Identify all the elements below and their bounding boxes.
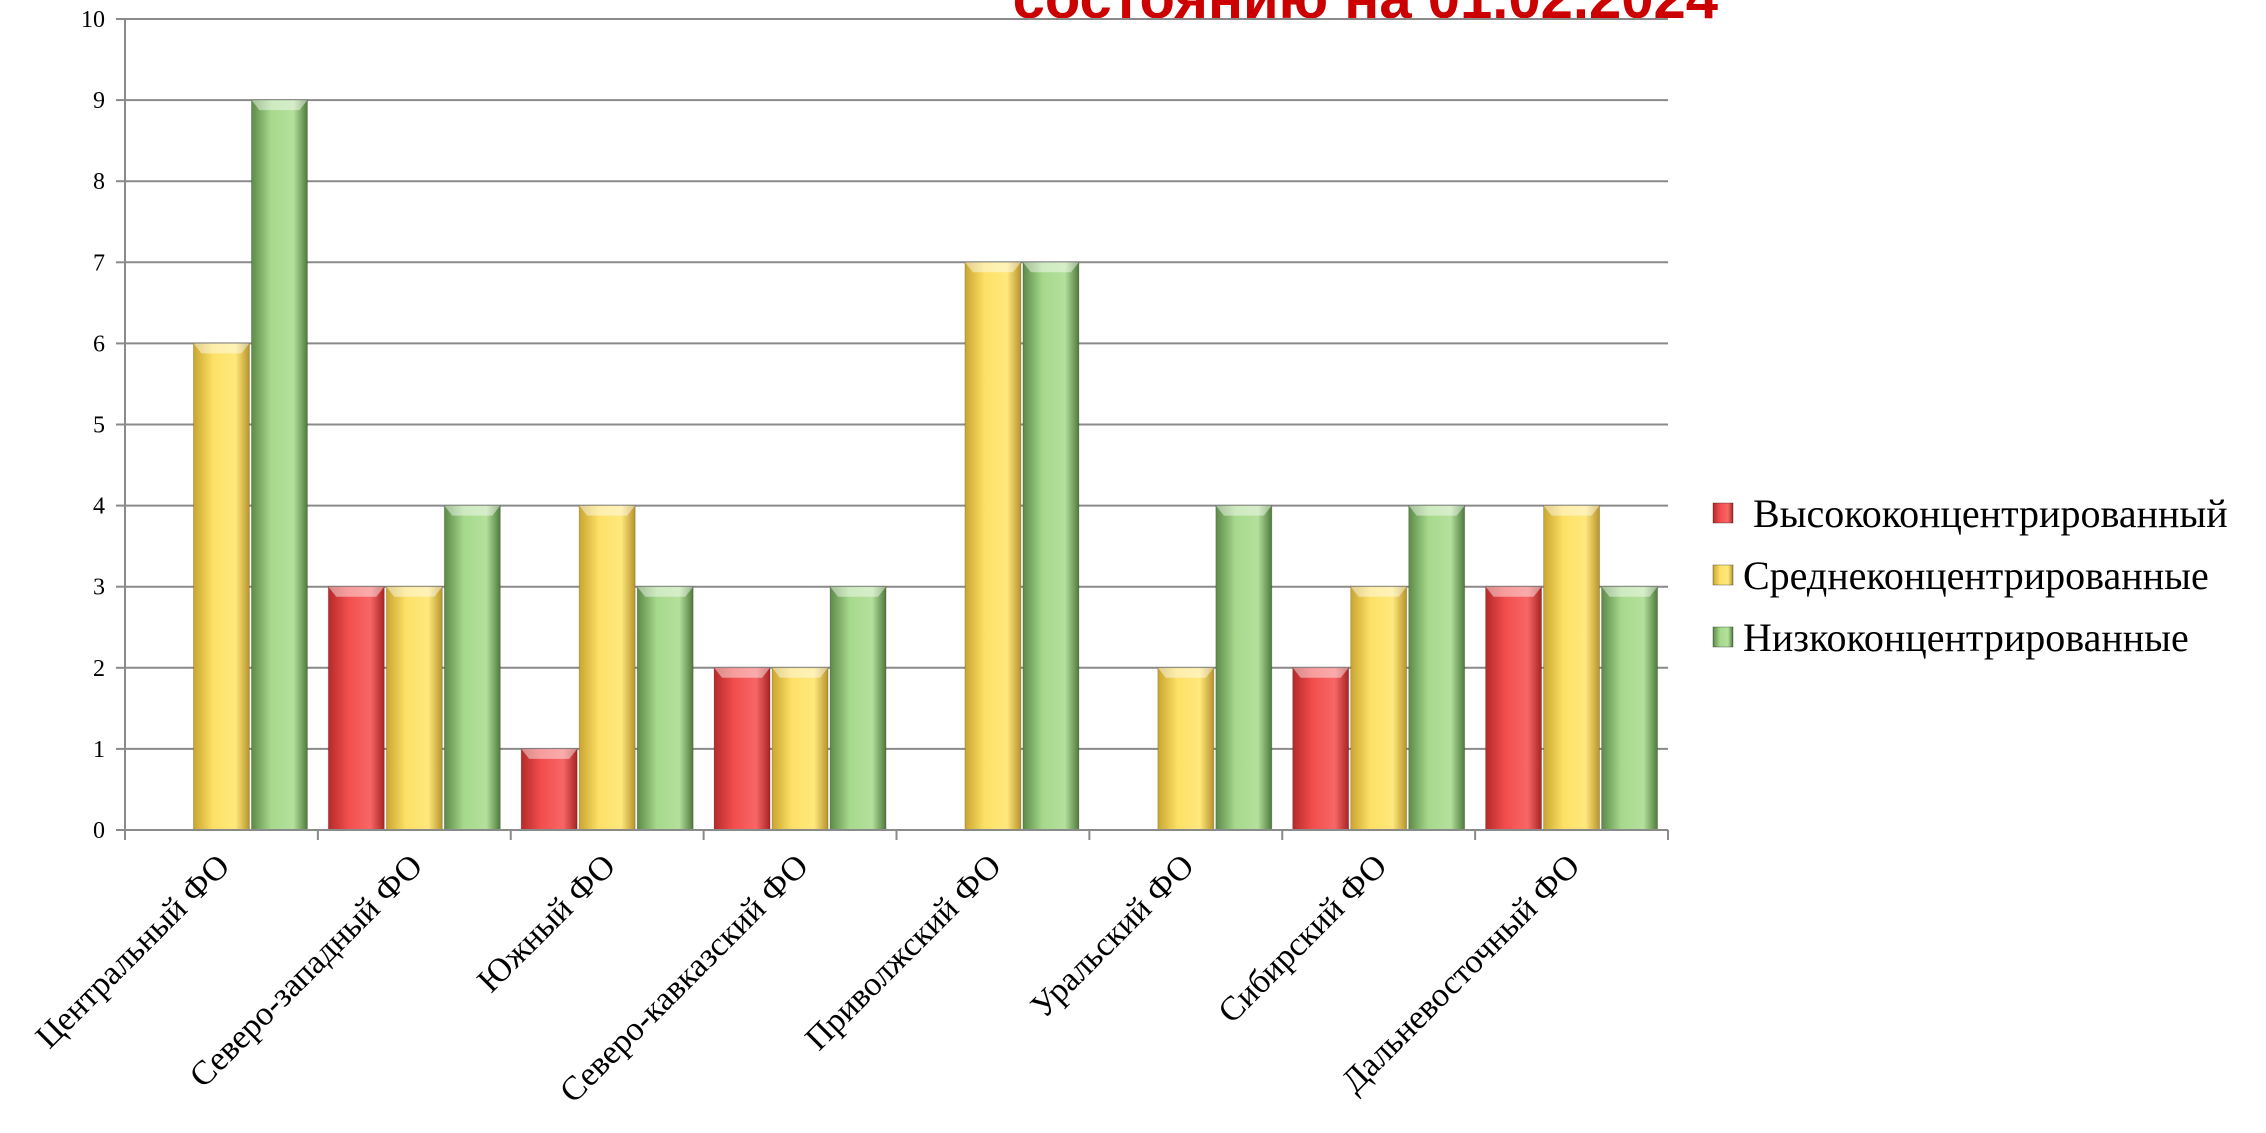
y-tick-label: 7 [93,250,105,276]
x-tick-label: Приволжский ФО [798,847,1008,1057]
bar [1022,261,1080,831]
y-tick-label: 10 [81,7,105,33]
bar-bevel [964,262,1021,273]
bar [578,505,636,831]
bar-body [250,99,308,831]
bar-body [1157,667,1215,831]
y-tick-label: 3 [93,575,105,601]
legend-item: Высококонцентрированный [1712,491,2228,536]
bar-bevel [637,586,694,597]
bar [1215,505,1273,831]
x-tick-label: Сибирский ФО [1211,847,1394,1030]
bar-bevel [444,505,501,516]
bar [385,586,443,831]
bar [1350,586,1408,831]
bar-body [829,586,887,831]
bar-body [713,667,771,831]
y-tick-label: 1 [93,737,105,763]
bar-bevel [1601,586,1658,597]
bar-body [1485,586,1543,831]
bars [192,99,1659,831]
bar-bevel [251,100,308,111]
y-tick-label: 8 [93,169,105,195]
bar-bevel [1543,505,1600,516]
legend-item: Среднеконцентрированные [1712,553,2209,598]
x-tick-label: Южный ФО [471,847,623,999]
bar [1408,505,1466,831]
y-tick-label: 9 [93,88,105,114]
axes [116,18,1669,840]
bar [1157,667,1215,831]
legend-swatch [1712,564,1734,586]
bar-bevel [1408,505,1465,516]
bar-body [385,586,443,831]
legend-item: Низкоконцентрированные [1712,615,2189,660]
y-tick-label: 2 [93,656,105,682]
bar [829,586,887,831]
legend-label: Низкоконцентрированные [1743,615,2189,660]
bar [964,261,1022,831]
bar-bevel [1292,667,1349,678]
y-tick-labels: 0 1 2 3 4 5 6 7 8 9 10 [81,7,105,844]
bar-bevel [328,586,385,597]
bar [1292,667,1350,831]
bar-body [327,586,385,831]
bar-bevel [521,748,578,759]
chart-title: состоянию на 01.02.2024 [1013,0,1718,31]
bar-body [443,505,501,831]
bar-bevel [1022,262,1079,273]
bar-body [1408,505,1466,831]
legend-label: Среднеконцентрированные [1743,553,2209,598]
bar [250,99,308,831]
bar-bevel [193,343,250,354]
legend-label: Высококонцентрированный [1753,491,2228,536]
bar-bevel [1157,667,1214,678]
bar-bevel [772,667,829,678]
bar-body [771,667,829,831]
bar-bevel [579,505,636,516]
bar [636,586,694,831]
legend-swatch [1712,502,1734,524]
bar-bevel [830,586,887,597]
bar-body [1292,667,1350,831]
bar-body [520,748,578,831]
bar-body [1022,261,1080,831]
bar [443,505,501,831]
bar-bevel [714,667,771,678]
bar-bevel [386,586,443,597]
bar-bevel [1485,586,1542,597]
bar-body [964,261,1022,831]
legend: Высококонцентрированный Среднеконцентриро… [1712,491,2228,660]
bar-bevel [1350,586,1407,597]
bar [192,342,250,831]
bar-body [1543,505,1601,831]
y-tick-label: 5 [93,413,105,439]
bar [713,667,771,831]
legend-swatch [1712,626,1734,648]
bar-body [1350,586,1408,831]
bar-bevel [1215,505,1272,516]
bar-body [636,586,694,831]
bar [520,748,578,831]
bar-body [578,505,636,831]
bar-body [1601,586,1659,831]
x-tick-label: Центральный ФО [29,847,237,1055]
bar [771,667,829,831]
bar [1601,586,1659,831]
y-tick-label: 0 [93,818,105,844]
bar [327,586,385,831]
bar [1485,586,1543,831]
bar-body [192,342,250,831]
x-tick-label: Уральский ФО [1024,847,1202,1025]
bar-body [1215,505,1273,831]
y-tick-label: 6 [93,331,105,357]
bar [1543,505,1601,831]
y-tick-label: 4 [93,494,105,520]
